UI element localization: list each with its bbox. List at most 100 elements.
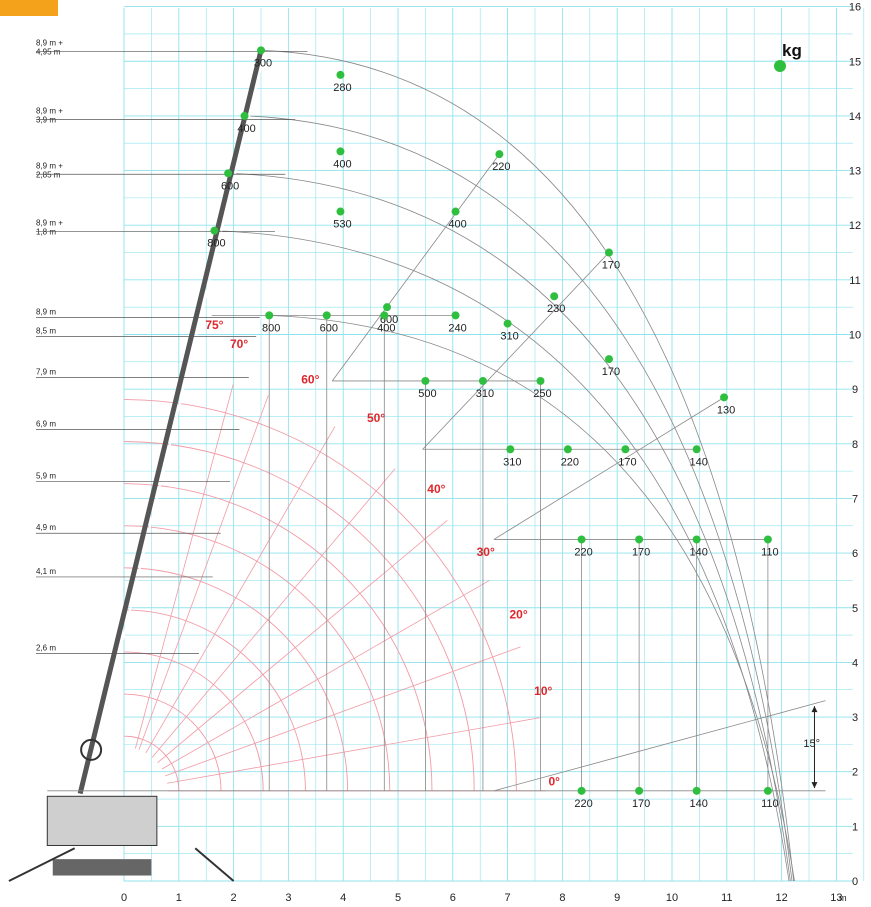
load-point (336, 147, 345, 156)
y-tick-label: 0 (852, 876, 858, 888)
load-label: 170 (618, 456, 636, 468)
load-label: 300 (254, 57, 272, 69)
reach-curve (269, 314, 795, 882)
load-label: 600 (320, 322, 338, 334)
load-point (336, 207, 345, 216)
crane-drawing (8, 49, 494, 882)
load-label: 310 (503, 456, 521, 468)
jib-line (422, 252, 610, 450)
load-point (495, 150, 504, 159)
load-label: 140 (689, 546, 707, 558)
x-tick-label: 8 (559, 892, 565, 904)
load-point (265, 311, 274, 320)
height-label: 8,9 m + (36, 219, 63, 228)
load-label: 400 (237, 123, 255, 135)
load-label: 530 (333, 219, 351, 231)
x-unit-label: m (839, 893, 847, 903)
load-label: 140 (689, 456, 707, 468)
x-tick-label: 1 (176, 892, 182, 904)
angle-arc (123, 609, 306, 791)
y-tick-label: 16 (849, 2, 861, 14)
load-point (763, 535, 772, 544)
angle-arc (123, 651, 264, 791)
outrigger (8, 847, 76, 882)
y-tick-label: 2 (852, 767, 858, 779)
angle-label: 75° (205, 318, 223, 332)
load-point (635, 535, 644, 544)
load-label: 110 (761, 546, 779, 558)
load-label: 170 (632, 546, 650, 558)
x-tick-label: 4 (340, 892, 346, 904)
load-point (257, 46, 265, 55)
load-label: 240 (448, 322, 466, 334)
x-tick-label: 10 (666, 892, 678, 904)
jib-line (493, 397, 725, 540)
angle-label: 70° (230, 337, 248, 351)
tilt-label: 15° (803, 738, 820, 750)
angle-label: 30° (477, 545, 495, 559)
height-label: 2,6 m (36, 643, 56, 652)
load-label: 250 (533, 388, 551, 400)
height-label: 4,9 m (36, 523, 56, 532)
load-point (210, 226, 219, 235)
reach-curve (214, 230, 790, 882)
y-tick-label: 10 (849, 330, 861, 342)
load-label: 310 (476, 388, 494, 400)
y-tick-label: 6 (852, 548, 858, 560)
height-label: 5,9 m (36, 471, 56, 480)
x-tick-label: 6 (450, 892, 456, 904)
angle-arc (123, 483, 433, 791)
load-point (720, 393, 729, 402)
tilt-arrowhead-down (811, 782, 818, 789)
height-label: 6,9 m (36, 419, 56, 428)
x-tick-label: 9 (614, 892, 620, 904)
load-point (550, 292, 559, 301)
y-tick-label: 9 (852, 384, 858, 396)
height-label: 1,8 m (36, 228, 56, 237)
angle-label: 60° (301, 373, 319, 387)
load-label: 500 (418, 388, 436, 400)
y-tick-label: 5 (852, 603, 858, 615)
angle-ray (165, 646, 521, 777)
load-label: 220 (561, 456, 579, 468)
angle-ray (151, 468, 396, 758)
angle-ray (161, 580, 490, 770)
load-label: 140 (689, 798, 707, 810)
reach-curve (260, 49, 795, 882)
load-label: 400 (333, 158, 351, 170)
load-label: 400 (448, 219, 466, 231)
tilt-indicator: 15° (803, 706, 820, 789)
unit-legend: kg (774, 41, 802, 72)
load-label: 600 (221, 180, 239, 192)
height-label: 8,9 m + (36, 161, 63, 170)
load-point (240, 111, 249, 120)
angle-arc (123, 441, 475, 791)
x-tick-label: 13 (830, 892, 842, 904)
y-tick-label: 3 (852, 712, 858, 724)
y-tick-label: 14 (849, 111, 861, 123)
y-tick-label: 7 (852, 493, 858, 505)
y-tick-label: 11 (849, 275, 860, 287)
load-label: 310 (500, 331, 518, 343)
angle-arc (123, 567, 349, 791)
load-point (635, 786, 644, 795)
y-tick-label: 13 (849, 166, 861, 178)
height-label: 3,9 m (36, 116, 56, 125)
unit-marker (774, 60, 786, 72)
angle-ray (167, 717, 540, 784)
load-point (563, 445, 572, 454)
load-point (451, 207, 460, 216)
height-labels: 8,9 m +4,95 m8,9 m +3,9 m8,9 m +2,85 m8,… (36, 38, 308, 654)
load-point (621, 445, 630, 454)
outrigger (194, 847, 235, 882)
x-tick-label: 11 (721, 892, 732, 904)
angle-label: 40° (427, 482, 445, 496)
load-label: 400 (377, 322, 395, 334)
corner-tab (0, 0, 58, 16)
jib-line (331, 153, 500, 382)
load-point (478, 376, 487, 385)
reach-curve (228, 172, 791, 882)
x-tick-labels: 0 1 2 3 4 5 6 7 8 9 10 11 12 13m (121, 892, 847, 904)
angle-arc (123, 693, 222, 791)
